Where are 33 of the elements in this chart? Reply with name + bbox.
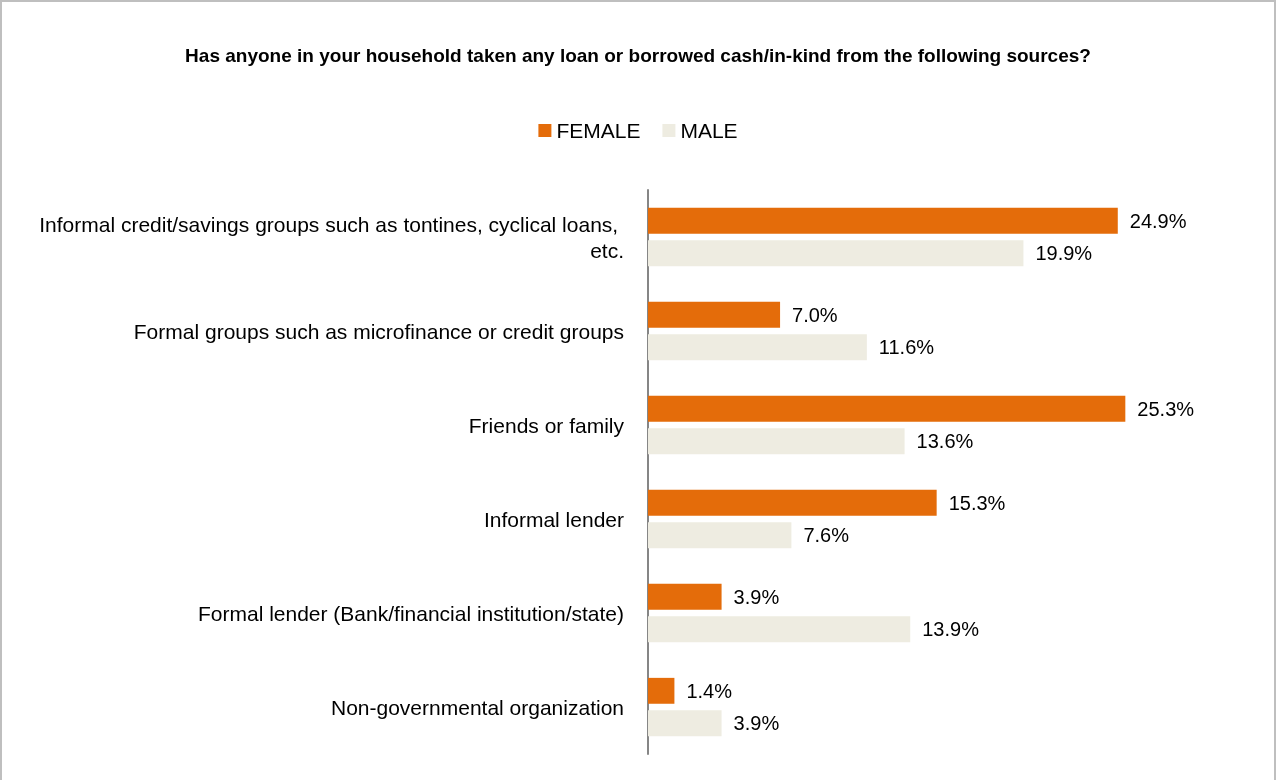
data-label: 24.9%	[1129, 209, 1187, 232]
bar	[648, 207, 1118, 234]
legend-label: MALE	[680, 119, 738, 142]
y-tick-label: Non-governmental organization	[330, 695, 624, 719]
bar	[648, 489, 937, 516]
data-label: 15.3%	[948, 491, 1006, 514]
data-label: 25.3%	[1137, 397, 1195, 420]
bar	[648, 522, 792, 549]
y-tick-label: Informal credit/savings groups such as tontines, cyclical loans, etc.	[39, 212, 624, 262]
data-label: 1.4%	[686, 679, 733, 702]
bar	[648, 710, 722, 737]
data-label: 13.9%	[922, 618, 980, 641]
bar	[648, 395, 1126, 422]
data-label: 7.0%	[792, 303, 838, 326]
y-tick-label: Formal groups such as microfinance or credit groups	[133, 319, 624, 343]
y-tick-label: Informal lender	[483, 507, 624, 531]
data-label: 3.9%	[733, 712, 780, 735]
bar	[648, 677, 675, 704]
data-label: 19.9%	[1035, 242, 1093, 265]
y-tick-label: Friends or family	[468, 413, 625, 437]
bar	[648, 428, 905, 455]
bar	[648, 583, 722, 610]
y-tick-label: Formal lender (Bank/financial institution/state)	[197, 601, 624, 625]
chart-title: Has anyone in your household taken any loan or borrowed cash/in-kind from the following sources?	[185, 44, 1091, 66]
bar	[648, 616, 911, 643]
data-label: 11.6%	[878, 336, 935, 359]
legend-label: FEMALE	[556, 119, 641, 142]
data-label: 3.9%	[733, 585, 780, 608]
data-label: 13.6%	[916, 430, 974, 453]
bar	[648, 301, 781, 328]
bar	[648, 334, 867, 361]
bar	[648, 240, 1024, 267]
data-label: 7.6%	[803, 524, 850, 547]
